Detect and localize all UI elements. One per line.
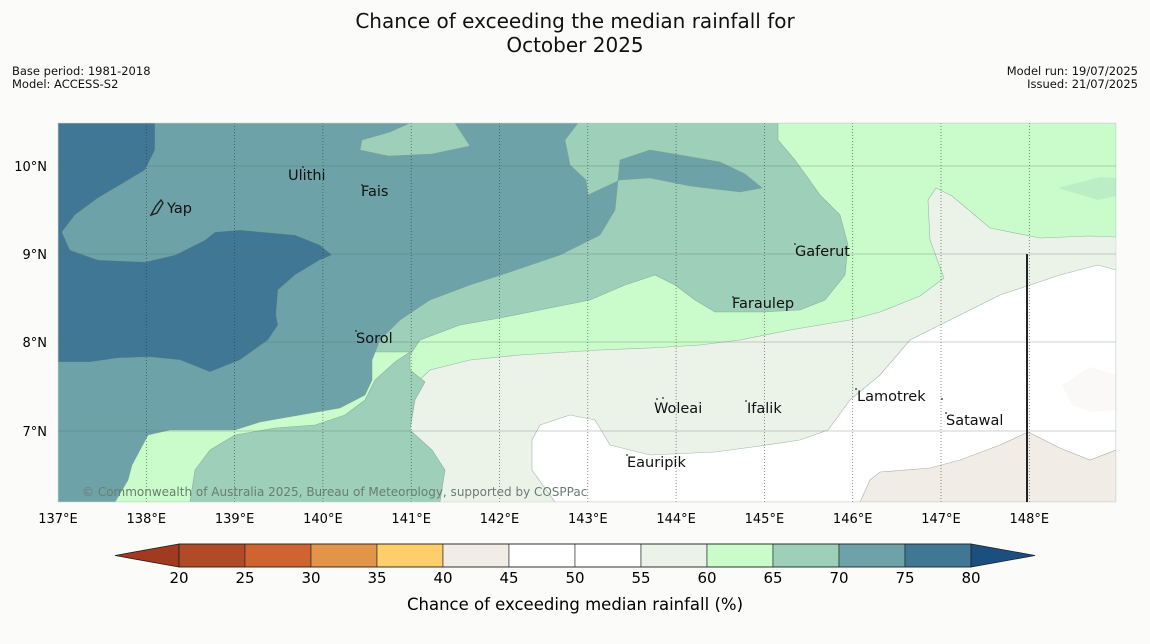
copyright-notice: © Commonwealth of Australia 2025, Bureau… bbox=[82, 485, 587, 499]
colorbar-tick-label: 35 bbox=[367, 569, 386, 587]
colorbar-bin bbox=[904, 543, 972, 568]
place-eauripik: Eauripik bbox=[627, 455, 686, 471]
longitude-label: 141°E bbox=[391, 512, 431, 527]
faraulep-dot bbox=[732, 296, 734, 298]
colorbar-tick-label: 30 bbox=[301, 569, 320, 587]
issued-date: Issued: 21/07/2025 bbox=[1027, 77, 1138, 91]
yap-island-shape bbox=[149, 198, 164, 217]
gaferut-dot bbox=[794, 243, 796, 245]
place-gaferut: Gaferut bbox=[795, 244, 850, 260]
colorbar-bin bbox=[376, 543, 444, 568]
satawal-dot bbox=[945, 412, 947, 414]
base-period: Base period: 1981-2018 bbox=[12, 64, 151, 78]
meta-left: Base period: 1981-2018 Model: ACCESS-S2 bbox=[12, 65, 151, 91]
colorbar-tick-label: 75 bbox=[895, 569, 914, 587]
ulithi-dot bbox=[302, 166, 304, 168]
colorbar-tick-label: 65 bbox=[763, 569, 782, 587]
lamotrek-dot bbox=[855, 388, 857, 390]
place-sorol: Sorol bbox=[356, 331, 393, 347]
colorbar-tick-label: 70 bbox=[829, 569, 848, 587]
colorbar-tick-label: 60 bbox=[697, 569, 716, 587]
longitude-label: 147°E bbox=[921, 512, 961, 527]
colorbar-bin bbox=[640, 543, 708, 568]
latitude-axis: 10°N 9°N 8°N 7°N bbox=[14, 160, 47, 440]
woleai-dot-1 bbox=[656, 398, 658, 400]
place-satawal: Satawal bbox=[946, 413, 1003, 429]
colorbar-high-extension bbox=[970, 543, 1036, 568]
colorbar-tick-label: 25 bbox=[235, 569, 254, 587]
latitude-label: 10°N bbox=[14, 160, 47, 175]
map-gridlines bbox=[58, 123, 1116, 502]
colorbar-bin bbox=[442, 543, 510, 568]
fais-dot bbox=[361, 184, 363, 186]
title-line-1: Chance of exceeding the median rainfall … bbox=[355, 9, 795, 33]
colorbar-frame bbox=[178, 543, 972, 568]
colorbar-tick-label: 20 bbox=[169, 569, 188, 587]
colorbar-bin bbox=[574, 543, 642, 568]
colorbar-bin bbox=[178, 543, 246, 568]
place-faraulep: Faraulep bbox=[732, 296, 794, 312]
colorbar-label: Chance of exceeding median rainfall (%) bbox=[407, 595, 743, 614]
longitude-label: 148°E bbox=[1010, 512, 1050, 527]
latitude-label: 8°N bbox=[23, 336, 48, 351]
place-lamotrek: Lamotrek bbox=[857, 389, 926, 405]
colorbar-bins bbox=[178, 543, 972, 568]
colorbar-bin bbox=[772, 543, 840, 568]
longitude-label: 137°E bbox=[38, 512, 78, 527]
model-run: Model run: 19/07/2025 bbox=[1006, 64, 1138, 78]
longitude-axis: 137°E 138°E 139°E 140°E 141°E 142°E 143°E 144°E… bbox=[38, 512, 1049, 527]
lamotrek-east-dot bbox=[941, 398, 943, 400]
latitude-label: 7°N bbox=[23, 425, 48, 440]
place-woleai: Woleai bbox=[654, 401, 702, 417]
title-line-2: October 2025 bbox=[506, 33, 644, 57]
colorbar-tick-label: 40 bbox=[433, 569, 452, 587]
colorbar-tick-label: 50 bbox=[565, 569, 584, 587]
meta-right: Model run: 19/07/2025 Issued: 21/07/2025 bbox=[1007, 65, 1138, 91]
colorbar-tick-label: 55 bbox=[631, 569, 650, 587]
place-yap: Yap bbox=[166, 201, 192, 217]
colorbar-bin bbox=[508, 543, 576, 568]
longitude-label: 144°E bbox=[656, 512, 696, 527]
map-border bbox=[57, 122, 1117, 503]
place-labels: Yap Ulithi Fais Gaferut Faraulep Sorol W… bbox=[166, 168, 1003, 471]
colorbar-bin bbox=[706, 543, 774, 568]
longitude-label: 143°E bbox=[568, 512, 608, 527]
longitude-label: 139°E bbox=[215, 512, 255, 527]
sorol-dot bbox=[355, 330, 357, 332]
longitude-label: 145°E bbox=[745, 512, 785, 527]
colorbar-low-extension bbox=[114, 543, 180, 568]
colorbar-tick-label: 80 bbox=[961, 569, 980, 587]
colorbar: 20 25 30 35 40 45 50 55 60 65 70 75 80 Chance of exc… bbox=[114, 543, 1036, 614]
colorbar-tick-label: 45 bbox=[499, 569, 518, 587]
latitude-label: 9°N bbox=[23, 248, 48, 263]
model-name: Model: ACCESS-S2 bbox=[12, 77, 119, 91]
eauripik-dot bbox=[626, 454, 628, 456]
longitude-label: 138°E bbox=[127, 512, 167, 527]
place-ifalik: Ifalik bbox=[747, 401, 782, 417]
colorbar-ticks: 20 25 30 35 40 45 50 55 60 65 70 75 80 bbox=[169, 569, 980, 587]
colorbar-bin bbox=[244, 543, 312, 568]
probability-zones bbox=[58, 123, 1116, 502]
woleai-dot-2 bbox=[662, 397, 664, 399]
atoll-markers bbox=[302, 166, 947, 456]
colorbar-bin bbox=[838, 543, 906, 568]
longitude-label: 146°E bbox=[833, 512, 873, 527]
longitude-label: 140°E bbox=[303, 512, 343, 527]
map-title: Chance of exceeding the median rainfall … bbox=[0, 9, 1150, 57]
colorbar-bin bbox=[310, 543, 378, 568]
place-fais: Fais bbox=[361, 184, 388, 200]
ifalik-dot bbox=[745, 400, 747, 402]
place-ulithi: Ulithi bbox=[288, 168, 326, 184]
longitude-label: 142°E bbox=[480, 512, 520, 527]
